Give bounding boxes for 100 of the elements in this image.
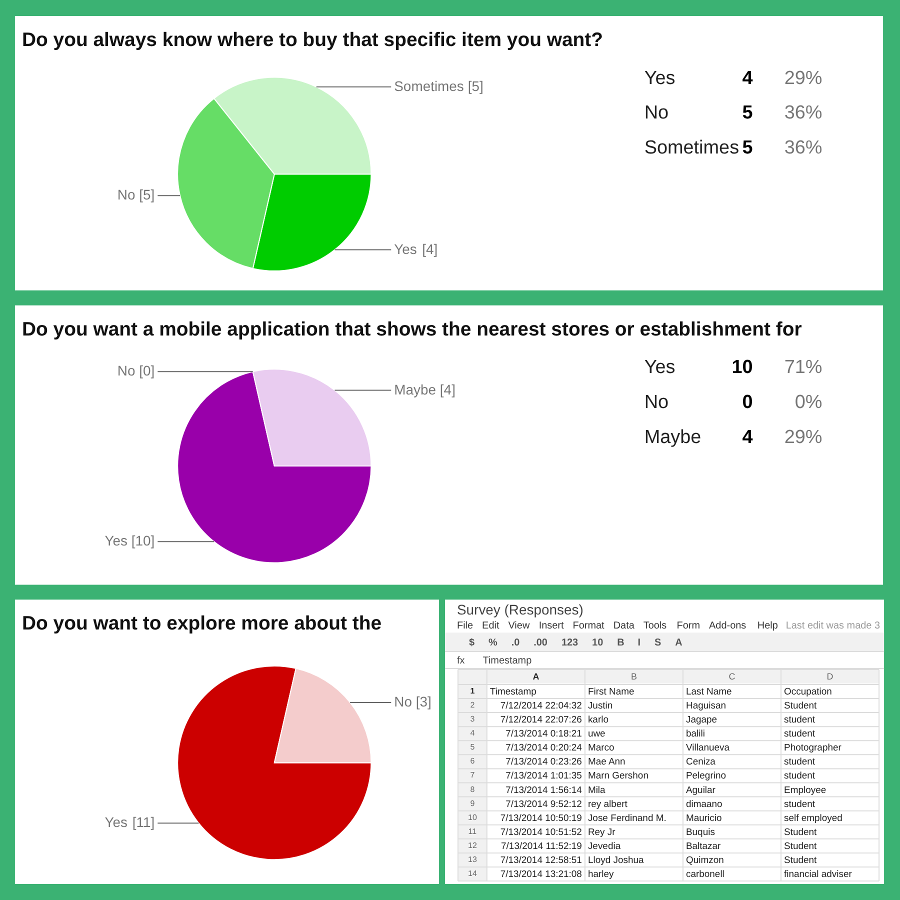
y-tick-label: 9 bbox=[470, 798, 476, 808]
text: .0 bbox=[511, 638, 520, 649]
text: uwe bbox=[588, 728, 606, 740]
y-tick-label: 8 bbox=[470, 784, 476, 794]
slice-label: Yes bbox=[104, 814, 128, 830]
text: 7/13/2014 1:56:14 bbox=[506, 784, 582, 796]
text: A bbox=[675, 638, 682, 649]
text: Timestamp bbox=[482, 656, 532, 667]
y-tick-label: 2 bbox=[470, 700, 476, 710]
text: Jevedia bbox=[588, 840, 621, 852]
text: 7/13/2014 0:20:24 bbox=[506, 742, 582, 754]
text: 10 bbox=[732, 357, 753, 378]
text: 10 bbox=[592, 638, 604, 649]
data-label: [3] bbox=[416, 693, 432, 710]
text: Pelegrino bbox=[686, 770, 726, 782]
slice-label: Yes bbox=[104, 532, 128, 549]
text: 0% bbox=[794, 392, 822, 414]
category-label: Yes bbox=[644, 357, 676, 378]
text: Ceniza bbox=[686, 756, 716, 768]
text: Buquis bbox=[686, 826, 715, 838]
text: 7/13/2014 0:23:26 bbox=[506, 756, 582, 768]
y-tick-label: 11 bbox=[468, 826, 478, 836]
text: I bbox=[638, 638, 641, 649]
text: student bbox=[784, 770, 816, 782]
text: 7/13/2014 10:50:19 bbox=[500, 812, 582, 824]
category-label: Sometimes bbox=[644, 138, 740, 159]
text: student bbox=[784, 798, 816, 810]
text: student bbox=[784, 714, 816, 726]
y-tick-label: 10 bbox=[468, 812, 478, 822]
category-label: No bbox=[644, 392, 669, 414]
text: % bbox=[488, 638, 498, 649]
text: fx bbox=[456, 656, 465, 667]
category-label: Yes bbox=[644, 68, 676, 89]
text: Marn Gershon bbox=[588, 770, 648, 782]
text: S bbox=[654, 638, 662, 649]
text: 29% bbox=[784, 68, 822, 89]
text: 5 bbox=[742, 102, 753, 124]
text: 29% bbox=[784, 427, 822, 448]
text: 7/13/2014 1:01:35 bbox=[506, 770, 582, 782]
text: .00 bbox=[534, 638, 548, 649]
text: Add-ons bbox=[709, 620, 746, 632]
slice-label: No bbox=[394, 693, 412, 710]
text: Last edit was made 3 bbox=[786, 620, 880, 632]
text: Student bbox=[784, 854, 817, 866]
text: Data bbox=[613, 620, 635, 632]
text: Villanueva bbox=[686, 742, 730, 754]
text: student bbox=[784, 728, 816, 740]
y-tick-label: 6 bbox=[470, 756, 476, 766]
text: balili bbox=[686, 728, 705, 740]
text: B bbox=[617, 638, 624, 649]
chart-title: Do you always know where to buy that specific item you want? bbox=[22, 28, 604, 51]
text: 7/12/2014 22:04:32 bbox=[500, 700, 582, 712]
y-tick-label: 14 bbox=[468, 869, 478, 878]
text: Quimzon bbox=[686, 854, 724, 866]
text: Marco bbox=[588, 742, 614, 754]
text: self employed bbox=[784, 812, 842, 824]
x-tick-label: A bbox=[532, 671, 540, 682]
text: 4 bbox=[742, 427, 753, 448]
data-label: [11] bbox=[132, 814, 155, 830]
text: Student bbox=[784, 826, 817, 838]
text: Employee bbox=[784, 784, 826, 796]
y-tick-label: 12 bbox=[468, 840, 478, 850]
text: 71% bbox=[784, 357, 822, 378]
pie-slice bbox=[177, 666, 372, 860]
chart-title: Survey (Responses) bbox=[456, 602, 584, 618]
text: harley bbox=[588, 869, 614, 880]
y-tick-label: 5 bbox=[470, 742, 476, 752]
text: 5 bbox=[742, 138, 753, 159]
x-tick-label: C bbox=[728, 671, 736, 682]
category-label: No bbox=[117, 362, 136, 379]
data-label: [4] bbox=[422, 240, 438, 257]
slice-label: No bbox=[117, 186, 136, 203]
text: 36% bbox=[784, 102, 822, 124]
text: Mila bbox=[588, 784, 606, 796]
text: Mae Ann bbox=[588, 756, 626, 768]
text: Jose Ferdinand M. bbox=[588, 812, 666, 824]
text: Insert bbox=[538, 620, 564, 632]
data-label: [4] bbox=[440, 381, 456, 398]
text: 123 bbox=[561, 638, 579, 649]
text: 7/13/2014 12:58:51 bbox=[500, 854, 582, 866]
text: 4 bbox=[742, 68, 753, 89]
text: 7/13/2014 10:51:52 bbox=[500, 826, 582, 838]
text: karlo bbox=[588, 714, 608, 726]
text: Format bbox=[572, 620, 605, 632]
text: 7/12/2014 22:07:26 bbox=[500, 714, 582, 726]
text: 7/13/2014 13:21:08 bbox=[500, 869, 582, 880]
text: Haguisan bbox=[686, 700, 726, 712]
text: rey albert bbox=[588, 798, 628, 810]
text: 0 bbox=[742, 392, 753, 414]
text: Photographer bbox=[784, 742, 842, 754]
text: student bbox=[784, 756, 816, 768]
text: Rey Jr bbox=[588, 826, 616, 838]
text: Tools bbox=[643, 620, 667, 632]
text: Edit bbox=[482, 620, 500, 632]
text: Aguilar bbox=[686, 784, 716, 796]
y-tick-label: 3 bbox=[470, 714, 476, 724]
text: Student bbox=[784, 700, 817, 712]
text: Student bbox=[784, 840, 817, 852]
text: Last Name bbox=[686, 686, 732, 698]
text: [0] bbox=[139, 362, 155, 379]
